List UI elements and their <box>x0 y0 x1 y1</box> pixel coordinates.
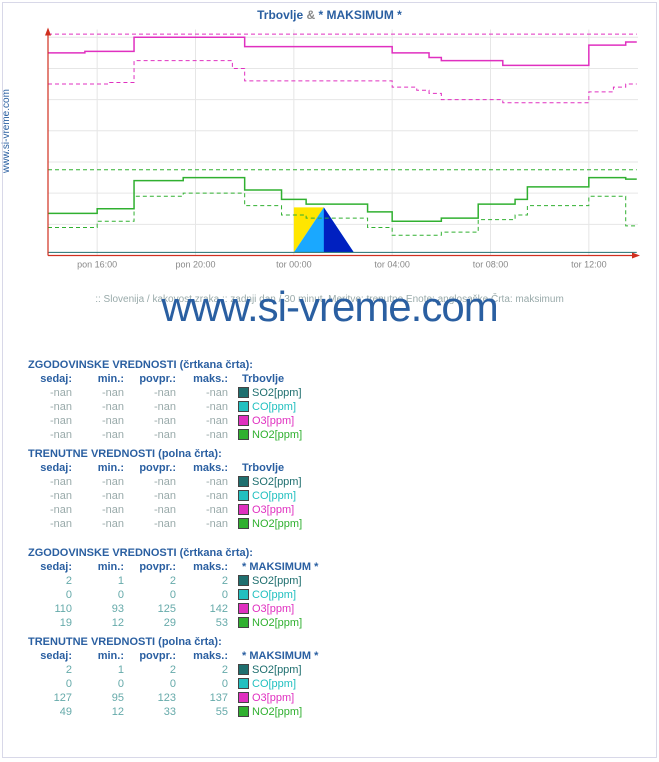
chart-plot: 020406080100120140pon 16:00pon 20:00tor … <box>43 25 643 275</box>
svg-text:tor 12:00: tor 12:00 <box>571 260 607 270</box>
svg-text:tor 00:00: tor 00:00 <box>276 260 312 270</box>
title-amp: & <box>307 8 316 22</box>
title-loc2: * MAKSIMUM * <box>319 8 402 22</box>
svg-text:pon 20:00: pon 20:00 <box>175 260 215 270</box>
svg-text:tor 08:00: tor 08:00 <box>473 260 509 270</box>
data-tables: ZGODOVINSKE VREDNOSTI (črtkana črta):sed… <box>28 353 326 719</box>
watermark-text: www.si-vreme.com <box>3 283 656 331</box>
title-loc1: Trbovlje <box>257 8 303 22</box>
y-axis-label: www.si-vreme.com <box>1 89 12 173</box>
chart-title: Trbovlje & * MAKSIMUM * <box>3 3 656 24</box>
svg-text:pon 16:00: pon 16:00 <box>77 260 117 270</box>
chart-container: Trbovlje & * MAKSIMUM * www.si-vreme.com… <box>2 2 657 758</box>
svg-text:tor 04:00: tor 04:00 <box>374 260 410 270</box>
